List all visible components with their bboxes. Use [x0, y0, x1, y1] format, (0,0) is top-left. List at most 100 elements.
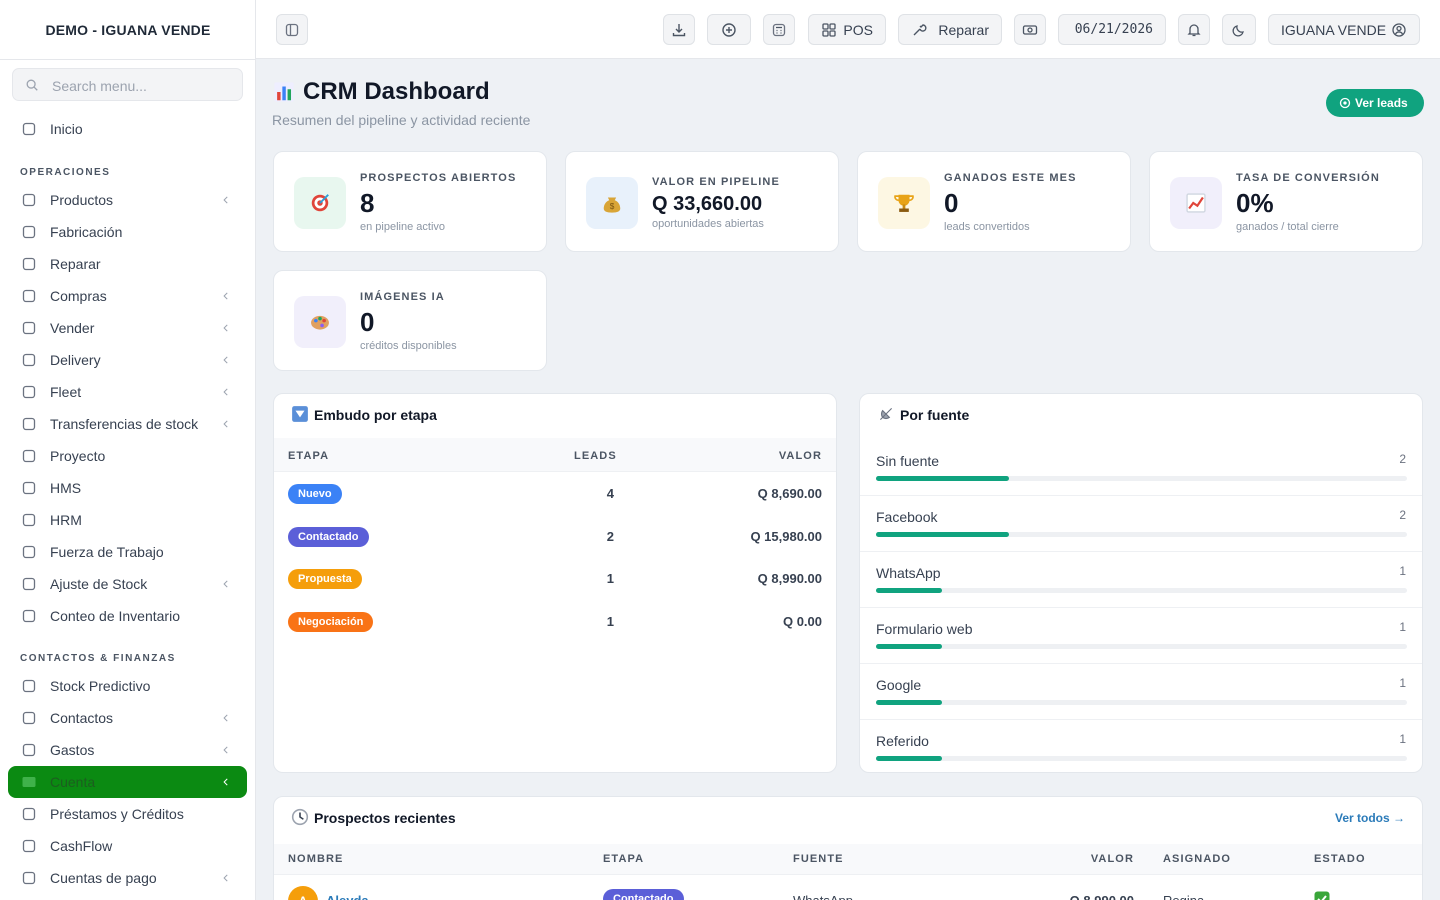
stage-badge: Contactado: [288, 526, 369, 547]
stage-label: Negociación: [298, 616, 364, 629]
stat-note: oportunidades abiertas: [652, 218, 764, 230]
ver-leads-label: Ver leads: [1355, 96, 1408, 110]
lead-value: Q 8,990.00: [1070, 894, 1134, 900]
menu-label: Fleet: [50, 384, 82, 400]
menu-item[interactable]: Transferencias de stock: [8, 408, 247, 440]
menu-item[interactable]: Delivery: [8, 344, 247, 376]
menu-item[interactable]: Inicio: [8, 113, 247, 145]
menu-item[interactable]: Cuentas de pago: [8, 862, 247, 894]
menu-item[interactable]: CashFlow: [8, 830, 247, 862]
menu-item[interactable]: Fleet: [8, 376, 247, 408]
button-icon: [772, 23, 786, 37]
stat-label: PROSPECTOS ABIERTOS: [360, 172, 517, 184]
menu-label: Compras: [50, 288, 107, 304]
stat-value: 0: [944, 188, 959, 218]
source-bar: [876, 644, 943, 649]
menu-item[interactable]: Reparar: [8, 248, 247, 280]
search-placeholder: Search menu...: [52, 78, 147, 94]
chevron: [223, 580, 228, 588]
avatar: A: [288, 886, 318, 900]
menu-item[interactable]: Fuerza de Trabajo: [8, 536, 247, 568]
bar-track: [876, 588, 1407, 593]
row-divider: [860, 719, 1422, 720]
calculator-button[interactable]: [763, 14, 795, 45]
menu-icon: [22, 711, 36, 725]
source-count: 1: [1399, 676, 1406, 690]
user-button[interactable]: IGUANA VENDE: [1268, 14, 1420, 45]
column-header: VALOR: [1090, 853, 1134, 865]
sidebar-toggle[interactable]: [276, 14, 308, 45]
source-count: 1: [1399, 732, 1406, 746]
panel-title: Embudo por etapa: [314, 407, 437, 423]
button-icon: [1187, 24, 1201, 37]
menu-icon: [22, 289, 36, 303]
menu-label: Transferencias de stock: [50, 416, 199, 432]
menu-label: Cuentas de pago: [50, 870, 157, 886]
source-name: WhatsApp: [876, 565, 941, 581]
menu-item[interactable]: Gastos: [8, 734, 247, 766]
menu-item[interactable]: Conteo de Inventario: [8, 600, 247, 632]
source-name: Sin fuente: [876, 453, 940, 469]
menu-item[interactable]: Productos: [8, 184, 247, 216]
menu-item-active[interactable]: Cuenta: [8, 766, 247, 798]
column-header: LEADS: [574, 450, 617, 462]
menu-item[interactable]: Vender: [8, 312, 247, 344]
stat-note: en pipeline activo: [360, 221, 446, 233]
ver-todos-link[interactable]: Ver todos →: [1334, 811, 1405, 825]
lead-name[interactable]: Aleyda: [326, 894, 369, 900]
page-subtitle: Resumen del pipeline y actividad recient…: [272, 112, 531, 128]
menu-item[interactable]: Compras: [8, 280, 247, 312]
repair-button[interactable]: Reparar: [898, 14, 1002, 45]
menu-item[interactable]: Ajuste de Stock: [8, 568, 247, 600]
topbar: POS Reparar 06/21/2026 IGUANA VENDE: [256, 0, 1440, 59]
menu-item[interactable]: Fabricación: [8, 216, 247, 248]
stat-icon: [294, 177, 346, 229]
theme-button[interactable]: [1222, 14, 1256, 45]
menu-icon: [22, 577, 36, 591]
button-icon: [285, 23, 299, 37]
menu-item[interactable]: Préstamos y Créditos: [8, 798, 247, 830]
stat-glyph: [894, 194, 914, 212]
row-divider: [860, 551, 1422, 552]
search-box[interactable]: Search menu...: [12, 68, 243, 101]
menu-item[interactable]: Contactos: [8, 702, 247, 734]
stat-icon: [1170, 177, 1222, 229]
table-header: [274, 844, 1422, 875]
date-button[interactable]: 06/21/2026: [1058, 14, 1166, 45]
menu-label: Préstamos y Créditos: [50, 806, 184, 822]
menu-item[interactable]: Proyecto: [8, 440, 247, 472]
menu-item[interactable]: Stock Predictivo: [8, 670, 247, 702]
ver-leads-button[interactable]: Ver leads: [1326, 89, 1424, 117]
add-button[interactable]: [707, 14, 751, 45]
menu-icon: [22, 353, 36, 367]
stat-glyph: [311, 194, 329, 212]
bar-track: [876, 700, 1407, 705]
stage-badge: Contactado: [603, 889, 684, 900]
cash-button[interactable]: [1014, 14, 1046, 45]
stat-glyph: [1186, 193, 1206, 213]
source-name: Facebook: [876, 509, 938, 525]
source-bar: [876, 532, 1009, 537]
download-button[interactable]: [663, 14, 695, 45]
menu-label: Conteo de Inventario: [50, 608, 180, 624]
stage-value: Q 8,990.00: [757, 571, 822, 587]
chevron: [223, 356, 228, 364]
stage-label: Contactado: [298, 530, 359, 543]
pos-button[interactable]: POS: [808, 14, 886, 45]
button-icon: [722, 23, 736, 37]
menu-label: Productos: [50, 192, 114, 208]
menu-item[interactable]: HRM: [8, 504, 247, 536]
stat-card: PROSPECTOS ABIERTOS 8 en pipeline activo: [273, 151, 547, 252]
sources-panel: Por fuente Sin fuente 2 Facebook 2 WhatsApp 1 F…: [859, 393, 1423, 773]
menu-icon: [22, 385, 36, 399]
notifications-button[interactable]: [1178, 14, 1210, 45]
target-icon: [1339, 97, 1351, 109]
lead-source: WhatsApp: [793, 894, 853, 900]
stat-card: $ VALOR EN PIPELINE Q 33,660.00 oportunidad…: [565, 151, 839, 252]
pos-button-label: POS: [843, 22, 873, 38]
table-header: [274, 438, 836, 472]
menu-icon: [22, 545, 36, 559]
avatar-letter: A: [288, 895, 318, 900]
chevron: [223, 196, 228, 204]
menu-item[interactable]: HMS: [8, 472, 247, 504]
